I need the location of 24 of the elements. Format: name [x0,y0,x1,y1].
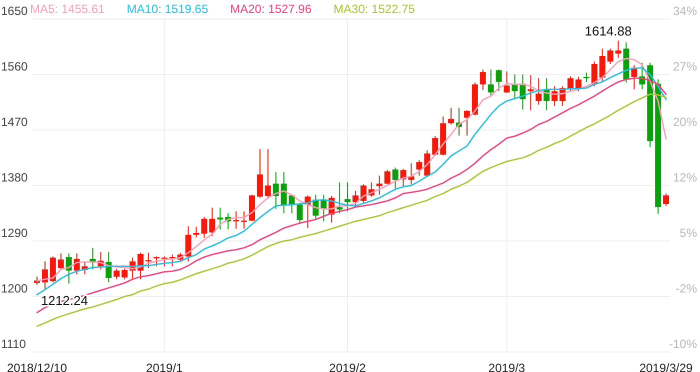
text: MA10: 1519.65 [126,2,208,16]
text: MA5: 1455.61 [30,2,105,16]
y2-tick-label: 5% [680,226,698,240]
y-tick-label: 1200 [1,282,28,296]
y-tick-label: 1290 [1,226,28,240]
y2-tick-label: -2% [676,281,698,296]
y2-tick-label: 12% [672,170,698,184]
y-tick-label: 1380 [1,170,28,184]
x-tick-label: 2019/3 [488,361,526,372]
y2-tick-label: 27% [672,60,698,74]
x-tick-label: 2018/12/10 [6,361,68,372]
text: MA30: 1522.75 [334,2,415,16]
y-tick-label: 1470 [1,115,28,129]
y2-tick-label: 34% [672,4,698,18]
y2-tick-label: -10% [668,337,698,351]
y-tick-label: 1650 [1,4,28,18]
text: MA20: 1527.96 [230,2,312,16]
x-tick-label: 2019/1 [146,361,184,372]
x-tick-label: 2019/3/29 [639,361,694,372]
x-tick-label: 2019/2 [329,361,366,372]
y2-tick-label: 20% [672,115,698,130]
annotation: 1614.88 [584,24,632,39]
y-tick-label: 1110 [1,337,26,351]
y-tick-label: 1560 [1,60,28,74]
